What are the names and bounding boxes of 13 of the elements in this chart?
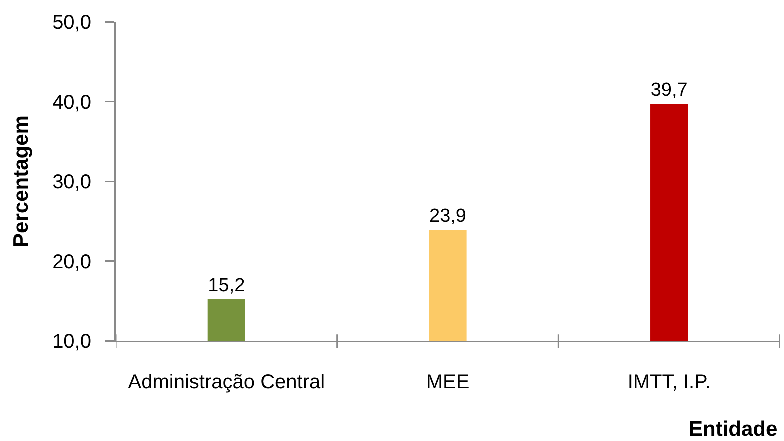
y-tick-label: 50,0 [52, 12, 92, 34]
x-tick-label: IMTT, I.P. [628, 372, 711, 394]
data-label: 23,9 [430, 206, 466, 228]
y-axis-title: Percentagem [10, 116, 33, 248]
x-axis-title: Entidade [689, 418, 778, 441]
y-tick-label: 20,0 [52, 251, 92, 274]
x-tick-label: Administração Central [128, 372, 326, 394]
x-tick-label: MEE [426, 372, 470, 394]
data-label: 39,7 [650, 80, 688, 102]
y-tick-label: 10,0 [52, 331, 92, 353]
data-label: 15,2 [208, 276, 246, 297]
y-tick-label: 40,0 [52, 92, 92, 114]
y-tick-label: 30,0 [52, 172, 92, 194]
